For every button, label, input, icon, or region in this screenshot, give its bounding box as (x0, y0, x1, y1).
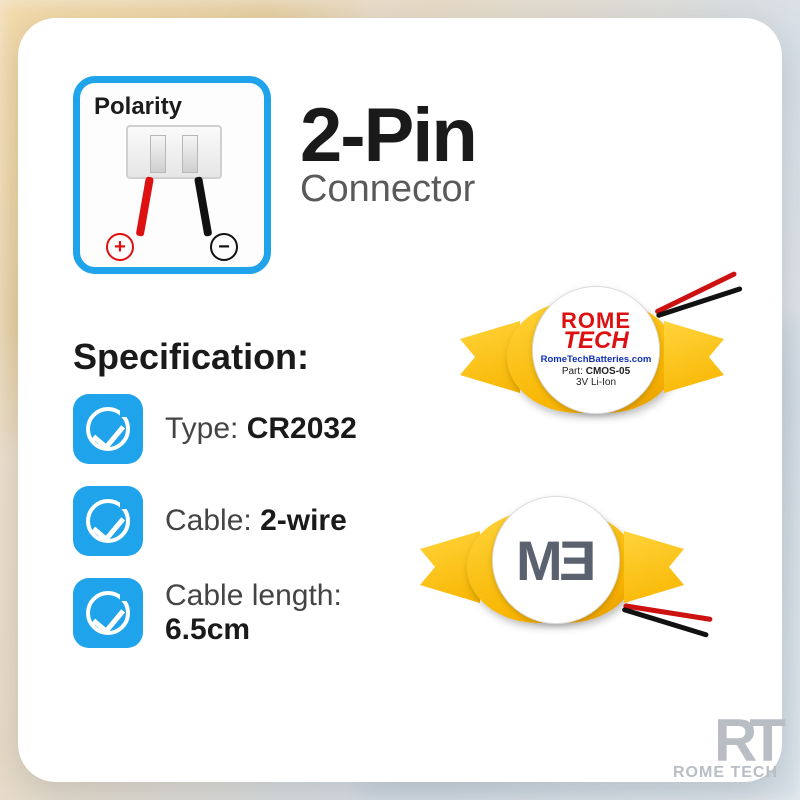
spec-text-cable: Cable: 2-wire (165, 504, 347, 539)
polarity-box: Polarity + − (73, 76, 271, 274)
battery-top-label: ROME TECH RomeTechBatteries.com Part: CM… (532, 286, 660, 414)
check-badge-icon (73, 486, 143, 556)
spec-list: Type: CR2032 Cable: 2-wire Cable length:… (73, 394, 357, 648)
brand-voltage: 3V Li-Ion (576, 377, 616, 388)
spec-value: CR2032 (247, 412, 357, 445)
product-card: Polarity + − 2-Pin Connector Specificati… (18, 18, 782, 782)
battery-bottom-label: ME (492, 496, 620, 624)
connector-graphic (94, 125, 250, 225)
polarity-minus-icon: − (210, 233, 238, 261)
spec-row-cable: Cable: 2-wire (73, 486, 357, 556)
spec-value: 2-wire (260, 504, 347, 537)
battery-top-leads-icon (644, 252, 749, 339)
three-m-e-mirror: E (561, 528, 596, 593)
brand-tech: TECH (563, 330, 628, 352)
spec-text-cable-length: Cable length: 6.5cm (165, 579, 342, 648)
title-sub: Connector (300, 168, 476, 211)
brand-part: Part: CMOS-05 (562, 366, 630, 377)
title-main: 2-Pin (300, 100, 476, 172)
wire-black-icon (194, 176, 212, 236)
spec-label: Cable: (165, 504, 252, 537)
polarity-symbols: + − (80, 233, 264, 261)
spec-row-cable-length: Cable length: 6.5cm (73, 578, 357, 648)
check-badge-icon (73, 394, 143, 464)
spec-label: Cable length: (165, 579, 342, 612)
connector-wires-icon (142, 177, 206, 229)
main-title-block: 2-Pin Connector (300, 100, 476, 211)
brand-url: RomeTechBatteries.com (541, 354, 652, 365)
watermark-icon: RT (673, 720, 778, 762)
wire-red-icon (136, 176, 154, 236)
spec-text-type: Type: CR2032 (165, 412, 357, 447)
three-m-m: M (516, 528, 561, 593)
check-badge-icon (73, 578, 143, 648)
watermark: RT ROME TECH (673, 720, 778, 782)
spec-label: Type: (165, 412, 238, 445)
three-m-logo: ME (516, 528, 596, 593)
spec-heading: Specification: (73, 336, 309, 378)
battery-top: ROME TECH RomeTechBatteries.com Part: CM… (462, 276, 742, 436)
battery-bottom: ME (422, 486, 702, 646)
polarity-label: Polarity (94, 93, 250, 121)
spec-row-type: Type: CR2032 (73, 394, 357, 464)
battery-bottom-leads-icon (616, 575, 718, 656)
watermark-text: ROME TECH (673, 764, 778, 782)
jst-connector-icon (126, 125, 222, 179)
spec-value: 6.5cm (165, 613, 250, 646)
polarity-plus-icon: + (106, 233, 134, 261)
